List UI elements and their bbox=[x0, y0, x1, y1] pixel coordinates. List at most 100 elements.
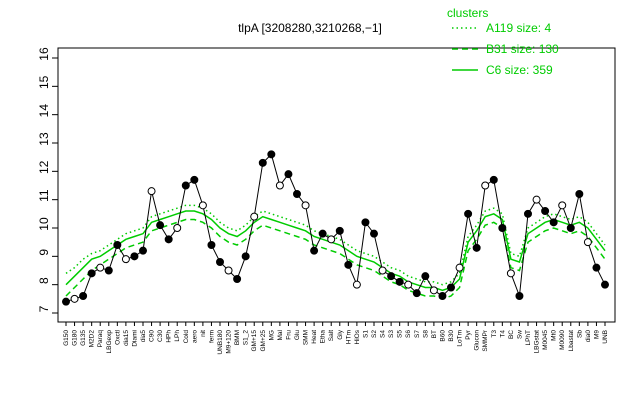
point bbox=[250, 212, 259, 221]
point bbox=[412, 289, 421, 298]
x-tick-label: Paraq bbox=[97, 330, 104, 348]
point bbox=[532, 195, 541, 204]
x-tick-label: LPhT bbox=[525, 330, 532, 346]
point bbox=[447, 283, 455, 292]
y-tick-label: 11 bbox=[37, 189, 51, 202]
point bbox=[173, 224, 182, 232]
x-tick-label: Mt0 bbox=[551, 330, 558, 341]
x-tick-label: Sw bbox=[516, 330, 523, 339]
point bbox=[506, 269, 515, 278]
y-tick-label: 14 bbox=[37, 104, 51, 118]
legend-title: clusters bbox=[447, 6, 488, 20]
x-tick-label: Fru bbox=[285, 330, 292, 340]
point bbox=[104, 266, 113, 275]
x-tick-label: Etha bbox=[320, 330, 327, 344]
point bbox=[121, 255, 130, 264]
point bbox=[438, 292, 447, 300]
x-tick-label: BT bbox=[431, 330, 438, 338]
point bbox=[310, 246, 319, 255]
x-tick-label: Glucon bbox=[474, 330, 481, 351]
x-tick-label: B60 bbox=[439, 330, 446, 342]
point bbox=[541, 207, 550, 215]
point bbox=[404, 280, 413, 289]
point bbox=[344, 260, 353, 269]
point bbox=[216, 258, 224, 266]
x-tick-label: M0090 bbox=[559, 330, 566, 350]
x-tick-label: BMM bbox=[234, 330, 241, 345]
point bbox=[70, 294, 79, 303]
x-tick-label: ferm bbox=[208, 330, 215, 343]
point bbox=[575, 190, 584, 198]
x-tick-label: C90 bbox=[149, 330, 156, 342]
point bbox=[498, 224, 507, 232]
point bbox=[267, 150, 276, 159]
x-tick-label: Pyr bbox=[465, 329, 472, 340]
x-tick-label: UNB bbox=[602, 330, 609, 344]
x-tick-label: aero bbox=[191, 330, 198, 343]
point bbox=[429, 286, 438, 295]
cluster-line bbox=[65, 210, 606, 292]
point bbox=[327, 235, 336, 244]
point bbox=[224, 266, 233, 275]
legend-label: B31 size: 130 bbox=[486, 42, 559, 56]
y-tick-label: 16 bbox=[37, 47, 51, 61]
x-tick-label: G180 bbox=[72, 330, 79, 346]
x-tick-label: M2D2 bbox=[89, 330, 96, 348]
x-tick-label: Heat bbox=[311, 330, 318, 344]
x-tick-label: C30 bbox=[157, 330, 164, 342]
point bbox=[147, 187, 156, 196]
x-tick-label: Lbastat bbox=[568, 330, 575, 352]
point bbox=[293, 190, 301, 198]
x-tick-label: M0045 bbox=[542, 330, 549, 350]
point bbox=[601, 280, 609, 289]
x-tick-label: S7 bbox=[414, 330, 421, 338]
point bbox=[558, 201, 567, 210]
point bbox=[190, 175, 199, 184]
y-tick-label: 10 bbox=[37, 217, 51, 231]
cluster-line bbox=[65, 204, 606, 286]
plot-box bbox=[57, 47, 616, 323]
x-tick-label: LoTm bbox=[457, 330, 464, 347]
point bbox=[515, 292, 524, 300]
x-tick-label: Salt bbox=[328, 330, 335, 341]
x-tick-label: Oxctl bbox=[114, 329, 121, 344]
x-tick-label: S6 bbox=[405, 330, 412, 338]
x-tick-label: Diami bbox=[131, 330, 138, 347]
x-tick-label: S1 bbox=[362, 330, 369, 338]
point bbox=[549, 218, 558, 227]
x-tick-label: GM+25 bbox=[260, 330, 267, 352]
point bbox=[370, 229, 378, 238]
x-tick-label: S8 bbox=[422, 330, 429, 338]
point bbox=[395, 277, 404, 286]
x-tick-label: Sb bbox=[576, 330, 583, 338]
point bbox=[181, 181, 190, 190]
x-tick-label: Cold bbox=[183, 330, 190, 344]
point bbox=[284, 170, 293, 179]
x-tick-label: G150 bbox=[63, 330, 70, 346]
x-tick-label: G135 bbox=[80, 330, 87, 346]
x-tick-label: nit bbox=[200, 330, 207, 337]
x-tick-label: Mal bbox=[277, 329, 284, 340]
point bbox=[96, 263, 105, 272]
point bbox=[301, 201, 310, 210]
x-tick-label: BC bbox=[508, 330, 515, 339]
point bbox=[258, 158, 267, 167]
point bbox=[455, 263, 464, 272]
point bbox=[62, 297, 70, 306]
point bbox=[207, 241, 216, 249]
legend-label: A119 size: 4 bbox=[486, 21, 551, 35]
x-tick-label: MG bbox=[268, 330, 275, 340]
point bbox=[79, 292, 88, 300]
x-tick-label: LBGstat bbox=[534, 330, 541, 354]
point bbox=[275, 181, 284, 190]
point bbox=[583, 238, 592, 247]
x-tick-label: HTm bbox=[345, 330, 352, 344]
x-tick-label: M9 bbox=[593, 330, 600, 339]
y-tick-label: 12 bbox=[37, 160, 51, 174]
x-tick-label: B30 bbox=[448, 330, 455, 342]
x-tick-label: S3 bbox=[388, 330, 395, 338]
point bbox=[87, 269, 96, 278]
x-tick-label: dia0 bbox=[585, 330, 592, 343]
x-tick-label: Glu bbox=[294, 330, 301, 341]
x-tick-label: T3 bbox=[491, 330, 498, 338]
